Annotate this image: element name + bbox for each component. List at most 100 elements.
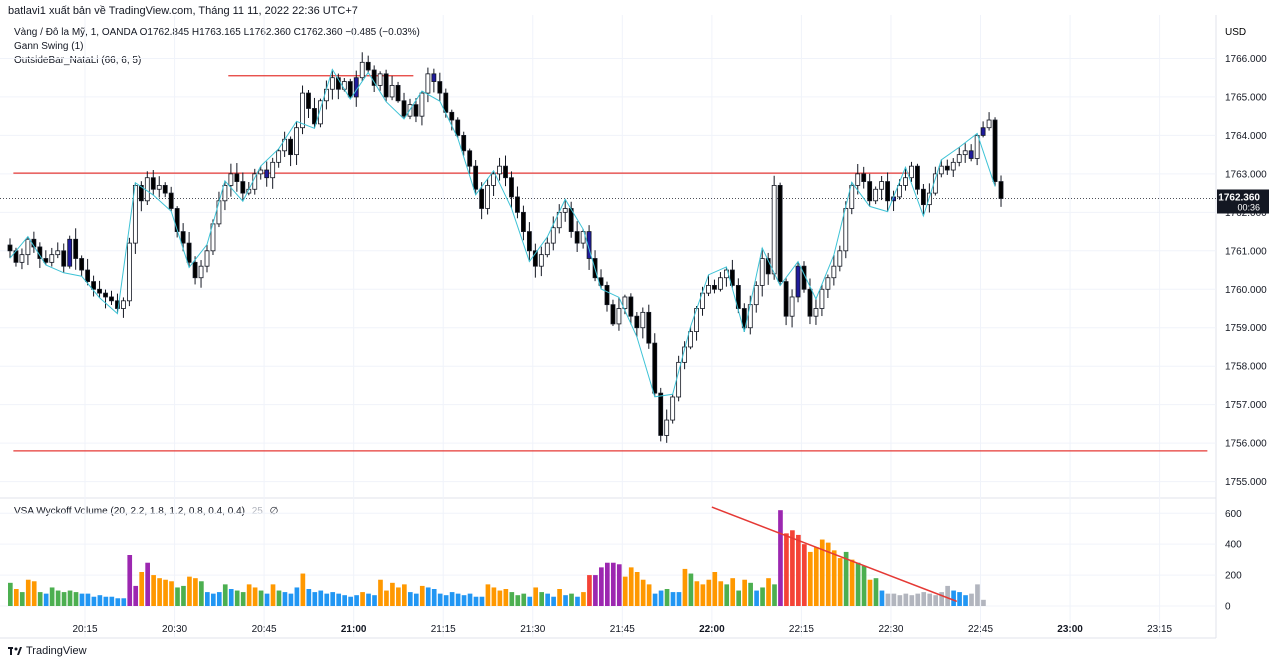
volume-bar	[437, 593, 443, 606]
candle-body	[67, 238, 73, 267]
volume-bar	[897, 595, 903, 606]
volume-bar	[634, 572, 640, 606]
candle-body	[879, 181, 885, 190]
candle-body	[867, 181, 873, 202]
candle-body	[718, 277, 723, 290]
volume-bar	[145, 562, 150, 606]
tradingview-brand[interactable]: TradingView	[8, 645, 87, 657]
candle-body	[526, 231, 532, 252]
volume-bar	[682, 568, 688, 606]
volume-bar	[121, 598, 127, 606]
volume-bar	[139, 572, 145, 606]
candle-body	[574, 231, 580, 244]
price-tick-label: 1761.000	[1225, 246, 1267, 257]
volume-bar	[240, 592, 246, 606]
symbol-legend[interactable]: Vàng / Đô la Mỹ, 1, OANDA O1762.845 H176…	[14, 27, 420, 38]
volume-bar	[909, 595, 915, 606]
volume-bar	[491, 587, 497, 606]
candle-body	[294, 127, 299, 156]
trading-chart[interactable]: USD 1766.000 1765.000 1764.000 1763.000 1762.…	[0, 0, 1280, 640]
time-tick-label: 21:15	[431, 624, 456, 635]
volume-bar	[509, 592, 515, 606]
candle-body	[270, 161, 276, 179]
candle-body	[712, 285, 717, 290]
candle-body	[216, 200, 222, 225]
candle-body	[162, 185, 168, 194]
volume-bar	[55, 590, 61, 606]
volume-bar	[712, 572, 718, 606]
candle-body	[240, 181, 246, 194]
volume-bar	[216, 592, 222, 606]
candle-body	[43, 258, 49, 263]
volume-bar	[694, 581, 700, 606]
candle-body	[258, 169, 264, 175]
time-axis: 20:15 20:30 20:45 21:00 21:15 21:30 21:45 22:00…	[72, 624, 1172, 635]
volume-bar	[425, 587, 431, 606]
candle-body	[998, 181, 1004, 199]
volume-bar	[390, 582, 395, 606]
volume-bar	[837, 558, 843, 606]
candle-body	[347, 81, 353, 98]
candle-body	[234, 173, 240, 182]
volume-bar	[37, 592, 43, 606]
candle-body	[550, 227, 556, 244]
volume-bar	[324, 593, 330, 606]
time-tick-label: 20:15	[72, 624, 97, 635]
volume-bar	[533, 587, 539, 606]
candle-body	[115, 300, 120, 309]
candle-body	[795, 265, 801, 298]
candle-body	[538, 254, 544, 267]
volume-bar	[402, 584, 407, 606]
volume-bar	[205, 592, 210, 606]
gann-legend[interactable]: Gann Swing (1)	[14, 41, 84, 52]
volume-bar	[664, 589, 670, 606]
volume-tick-label: 0	[1225, 602, 1231, 613]
volume-bar	[599, 567, 604, 606]
candle-body	[652, 342, 658, 394]
volume-bar	[294, 587, 300, 606]
candle-body	[174, 208, 180, 232]
candle-body	[19, 254, 25, 263]
candle-body	[79, 258, 85, 271]
volume-bar	[748, 582, 753, 606]
candle-body	[431, 73, 437, 82]
volume-bar	[19, 592, 25, 606]
candle-body	[473, 165, 479, 190]
candle-body	[544, 242, 550, 256]
volume-bar	[587, 575, 592, 606]
volume-bar	[187, 576, 192, 606]
candle-body	[765, 258, 771, 275]
volume-bar	[497, 590, 503, 606]
candle-body	[180, 231, 186, 244]
volume-bar	[742, 579, 747, 606]
vsa-legend[interactable]: VSA Wyckoff Volume (20, 2.2, 1.8, 1.2, 0…	[14, 506, 278, 517]
candle-body	[389, 84, 395, 98]
volume-bar	[766, 578, 771, 606]
candle-body	[491, 173, 496, 186]
candle-body	[843, 208, 849, 252]
volume-bar	[605, 562, 610, 606]
candle-body	[467, 150, 473, 167]
outsidebar-legend[interactable]: OutsideBar_NataLi (66, 6, 5)	[14, 55, 142, 66]
candle-body	[85, 269, 91, 282]
candle-body	[371, 69, 377, 86]
candle-body	[222, 185, 228, 202]
volume-bar	[772, 584, 777, 606]
candle-body	[168, 192, 174, 209]
volume-bar	[706, 579, 712, 606]
volume-bar	[258, 590, 264, 606]
volume-bar	[593, 575, 598, 606]
volume-bar	[348, 596, 353, 606]
volume-bar	[282, 592, 288, 606]
volume-tick-label: 200	[1225, 571, 1242, 582]
time-tick-label: 23:15	[1147, 624, 1172, 635]
volume-bar	[885, 593, 891, 606]
candle-body	[849, 185, 855, 209]
candle-body	[383, 73, 389, 98]
volume-bar	[927, 593, 933, 606]
candlestick-series	[7, 52, 1004, 443]
candle-body	[377, 73, 383, 86]
time-tick-label: 21:00	[341, 624, 367, 635]
candle-body	[91, 281, 96, 290]
volume-bar	[515, 595, 521, 606]
